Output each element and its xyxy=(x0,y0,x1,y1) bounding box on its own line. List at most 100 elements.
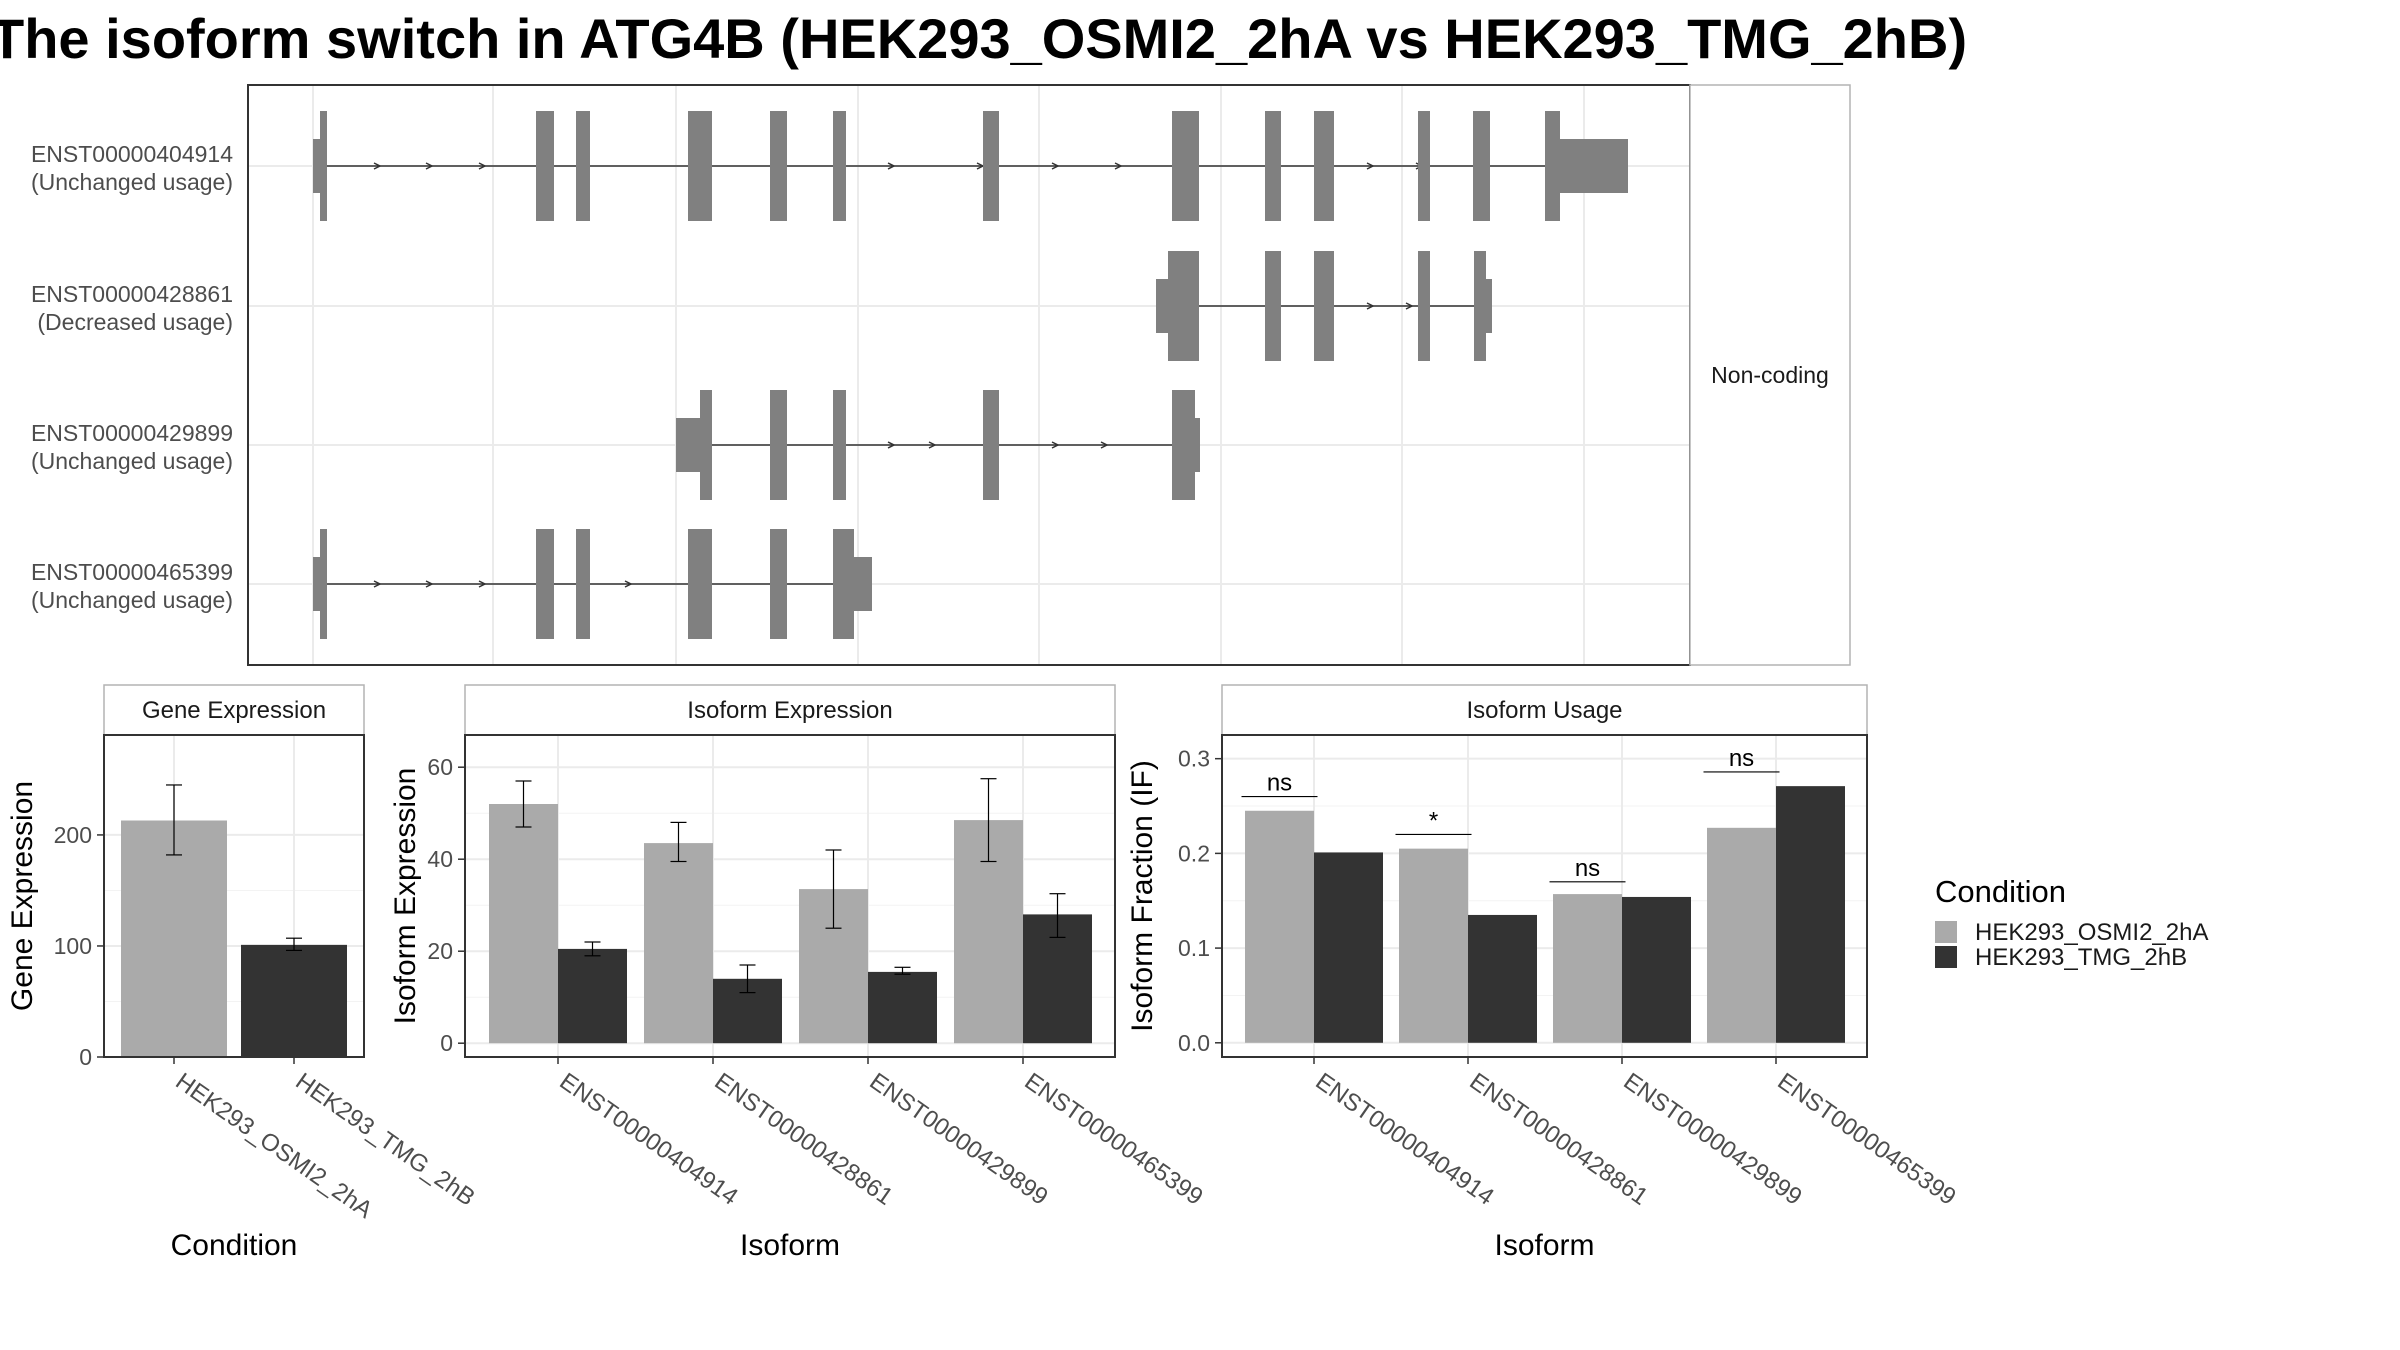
legend-label: HEK293_OSMI2_2hA xyxy=(1975,919,2208,946)
x-axis-title: Condition xyxy=(171,1229,298,1262)
x-tick-label: HEK293_OSMI2_2hA xyxy=(171,1068,378,1224)
x-axis-title: Isoform xyxy=(740,1229,840,1262)
y-axis-title: Isoform Fraction (IF) xyxy=(1126,760,1159,1032)
bar xyxy=(121,820,227,1057)
coding-exon xyxy=(770,111,787,221)
bar xyxy=(868,971,937,1044)
coding-exon xyxy=(1418,251,1430,361)
x-axis-title: Isoform xyxy=(1494,1229,1594,1262)
bar xyxy=(1707,827,1776,1043)
y-tick-label: 100 xyxy=(54,933,92,959)
utr-exon xyxy=(313,557,320,611)
strand-arrow xyxy=(478,162,487,170)
panel-title: Isoform Usage xyxy=(1466,697,1622,724)
bar xyxy=(644,843,713,1044)
strand-arrow xyxy=(373,580,382,588)
y-axis-title: Isoform Expression xyxy=(389,768,422,1025)
legend-swatch xyxy=(1935,946,1957,968)
utr-exon xyxy=(1156,279,1168,333)
coding-exon xyxy=(1265,251,1281,361)
coding-exon xyxy=(983,111,999,221)
bar xyxy=(1314,852,1383,1043)
transcript-id-label: ENST00000429899 xyxy=(31,420,233,446)
isoform-usage-panel: Isoform Usagens*nsns0.00.10.20.3ENST0000… xyxy=(1126,684,1961,1262)
bar xyxy=(1245,810,1314,1043)
legend-swatch xyxy=(1935,921,1957,943)
figure-title: The isoform switch in ATG4B (HEK293_OSMI… xyxy=(0,7,1967,70)
bar xyxy=(1776,786,1845,1043)
panel-title: Isoform Expression xyxy=(687,697,892,724)
coding-exon xyxy=(770,390,787,500)
bar xyxy=(1399,848,1468,1043)
isoform-expression-panel: Isoform Expression0204060ENST00000404914… xyxy=(389,684,1208,1262)
coding-exon xyxy=(320,111,327,221)
bar xyxy=(1622,896,1691,1043)
bar xyxy=(489,804,558,1044)
bar xyxy=(1468,914,1537,1043)
transcript-id-label: ENST00000465399 xyxy=(31,559,233,585)
strand-arrow xyxy=(1051,441,1060,449)
y-tick-label: 200 xyxy=(54,822,92,848)
utr-exon xyxy=(854,557,872,611)
panel-title-strip xyxy=(103,684,365,736)
strand-arrow xyxy=(1366,162,1375,170)
strand-arrow xyxy=(478,580,487,588)
legend-title: Condition xyxy=(1935,874,2066,909)
coding-exon xyxy=(576,111,590,221)
utr-exon xyxy=(676,418,700,472)
transcript-usage-label: (Unchanged usage) xyxy=(31,448,233,474)
strand-arrow xyxy=(928,441,937,449)
strand-arrow xyxy=(1100,441,1109,449)
strand-arrow xyxy=(624,580,633,588)
y-tick-label: 0 xyxy=(440,1030,453,1056)
bar xyxy=(1553,894,1622,1043)
y-tick-label: 60 xyxy=(427,754,453,780)
strand-arrow xyxy=(1366,302,1375,310)
panel-border xyxy=(103,734,365,1058)
y-tick-label: 0.3 xyxy=(1178,746,1210,772)
panel-title-strip xyxy=(1221,684,1868,736)
y-axis-title: Gene Expression xyxy=(6,781,39,1011)
utr-exon xyxy=(1195,418,1200,472)
coding-exon xyxy=(320,529,327,639)
structure-facet-strip xyxy=(1689,84,1851,666)
coding-exon xyxy=(833,529,854,639)
strand-arrow xyxy=(425,580,434,588)
significance-label: * xyxy=(1429,807,1438,834)
panel-title: Gene Expression xyxy=(142,697,326,724)
strand-arrow xyxy=(425,162,434,170)
coding-exon xyxy=(1168,251,1199,361)
coding-exon xyxy=(700,390,712,500)
structure-facet-label: Non-coding xyxy=(1711,362,1829,388)
y-tick-label: 0.2 xyxy=(1178,840,1210,866)
coding-exon xyxy=(1314,251,1334,361)
utr-exon xyxy=(1486,279,1492,333)
panel-border xyxy=(1221,734,1868,1058)
coding-exon xyxy=(576,529,590,639)
transcript-id-label: ENST00000428861 xyxy=(31,281,233,307)
coding-exon xyxy=(1172,111,1199,221)
structure-plot-background xyxy=(248,85,1690,665)
coding-exon xyxy=(1172,390,1195,500)
strand-arrow xyxy=(1114,162,1123,170)
coding-exon xyxy=(983,390,999,500)
y-tick-label: 20 xyxy=(427,938,453,964)
transcript-usage-label: (Decreased usage) xyxy=(37,309,233,335)
utr-exon xyxy=(1560,139,1628,193)
coding-exon xyxy=(688,529,712,639)
coding-exon xyxy=(688,111,712,221)
significance-label: ns xyxy=(1267,770,1292,797)
strand-arrow xyxy=(887,162,896,170)
bar xyxy=(241,944,347,1057)
legend-label: HEK293_TMG_2hB xyxy=(1975,944,2187,971)
utr-exon xyxy=(313,139,320,193)
coding-exon xyxy=(833,390,846,500)
panel-border xyxy=(464,734,1116,1058)
y-tick-label: 0 xyxy=(79,1044,92,1070)
coding-exon xyxy=(1545,111,1560,221)
coding-exon xyxy=(1418,111,1430,221)
coding-exon xyxy=(536,529,554,639)
